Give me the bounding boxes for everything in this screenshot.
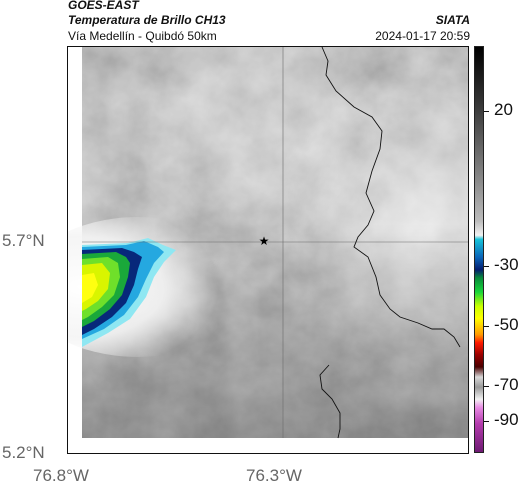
region-subtitle: Vía Medellín - Quibdó 50km: [68, 29, 217, 43]
lon-label-76-3: 76.3°W: [246, 466, 302, 485]
colorbar-label: -70: [494, 375, 519, 394]
colorbar-label: 20: [494, 100, 513, 119]
colorbar-tick: [484, 386, 489, 387]
colorbar-tick: [484, 111, 489, 112]
lat-label-5-7: 5.7°N: [2, 231, 45, 250]
colorbar-label: -90: [494, 410, 519, 429]
boundary-line: [319, 364, 341, 439]
colorbar: [474, 46, 484, 453]
convective-cell: [82, 238, 176, 347]
map-panel[interactable]: ★: [67, 46, 469, 454]
lon-label-76-8: 76.8°W: [33, 466, 89, 485]
colorbar-label: -50: [494, 315, 519, 334]
satellite-image: ★: [68, 47, 468, 453]
colorbar-label: -30: [494, 255, 519, 274]
colorbar-tick: [484, 421, 489, 422]
product-title: Temperatura de Brillo CH13: [68, 13, 226, 27]
lat-label-5-2: 5.2°N: [2, 443, 45, 462]
star-icon: ★: [259, 234, 270, 248]
timestamp-label: 2024-01-17 20:59: [375, 29, 470, 43]
colorbar-tick: [484, 326, 489, 327]
satellite-title: GOES-EAST: [68, 0, 139, 12]
agency-label: SIATA: [435, 13, 470, 27]
boundary-line: [321, 47, 461, 348]
colorbar-tick: [484, 266, 489, 267]
